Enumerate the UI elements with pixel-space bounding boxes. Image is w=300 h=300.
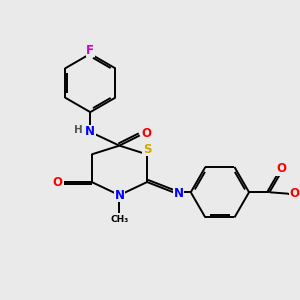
Text: O: O — [52, 176, 63, 188]
Text: H: H — [74, 125, 82, 136]
Text: O: O — [141, 127, 151, 140]
Text: O: O — [276, 162, 286, 176]
Text: CH₃: CH₃ — [110, 215, 128, 224]
Text: N: N — [85, 125, 95, 138]
Text: N: N — [173, 187, 184, 200]
Text: O: O — [290, 187, 300, 200]
Text: S: S — [143, 142, 151, 156]
Text: F: F — [86, 44, 94, 57]
Text: N: N — [114, 189, 124, 202]
